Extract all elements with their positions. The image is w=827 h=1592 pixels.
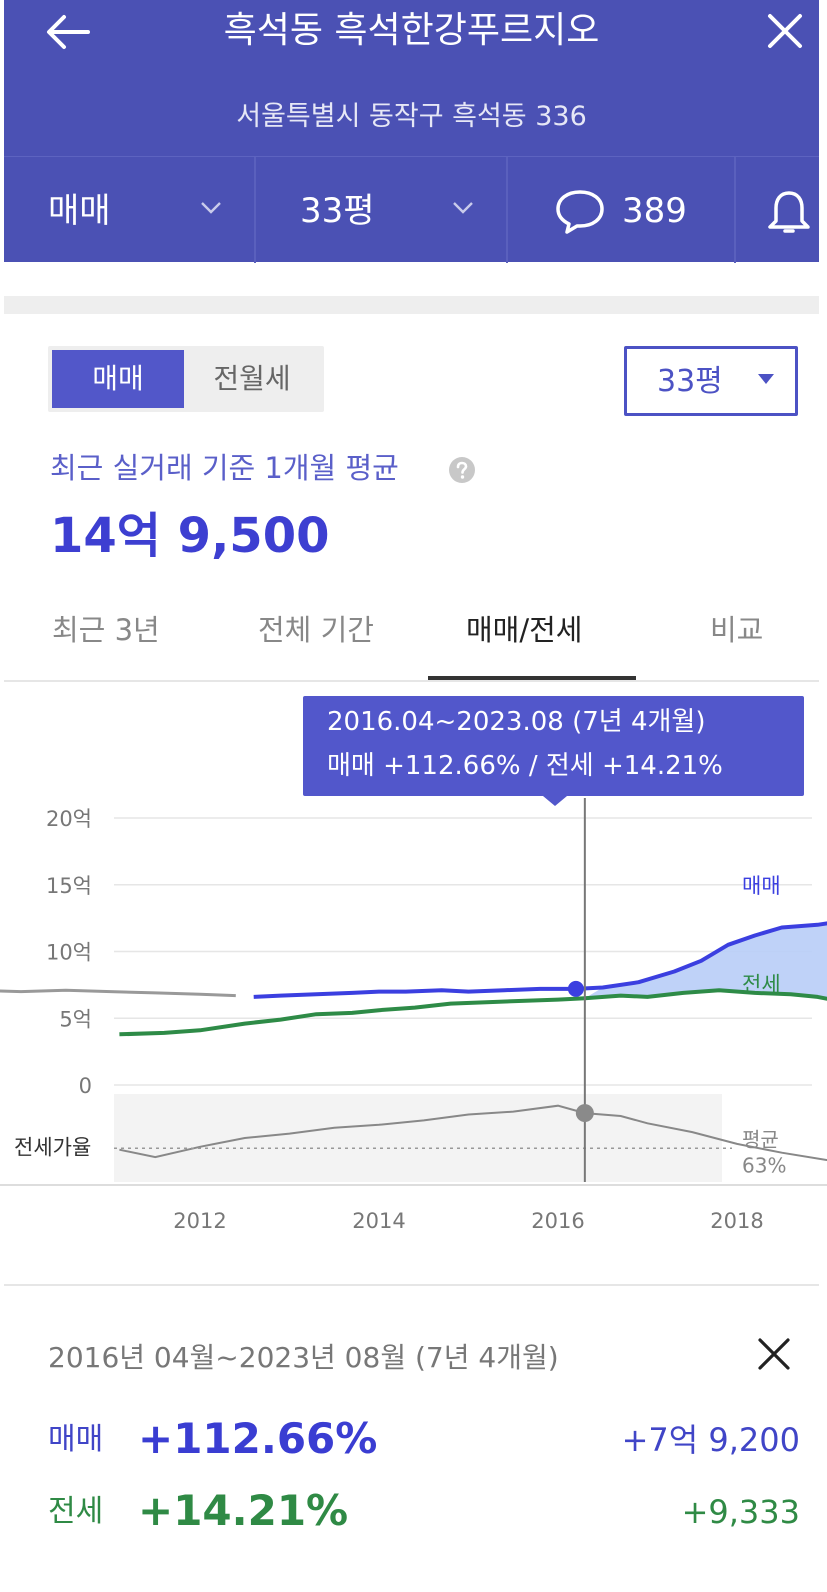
close-icon[interactable]	[754, 1334, 794, 1374]
y-tick-label: 10억	[46, 941, 92, 965]
ratio-panel-bg	[114, 1094, 722, 1182]
selection-area	[584, 923, 827, 999]
address-text: 서울특별시 동작구 흑석동 336	[236, 101, 587, 132]
trade-type-dropdown[interactable]: 매매	[4, 157, 256, 263]
active-tab-indicator	[428, 676, 636, 680]
tooltip-period: 2016.04~2023.08 (7년 4개월)	[327, 707, 706, 737]
notification-button[interactable]	[736, 157, 819, 263]
x-tick-label: 2014	[352, 1209, 405, 1233]
ratio-avg-label: 평균	[742, 1127, 779, 1151]
chevron-down-icon	[453, 202, 473, 214]
chart-tooltip: 2016.04~2023.08 (7년 4개월) 매매 +112.66% / 전…	[303, 696, 804, 806]
tooltip-change: 매매 +112.66% / 전세 +14.21%	[327, 751, 723, 781]
x-tick-label: 2018	[710, 1209, 763, 1233]
sale-label: 매매	[48, 1422, 104, 1457]
sale-percent: +112.66%	[138, 1414, 378, 1463]
segment-rent[interactable]: 전월세	[213, 362, 291, 395]
series-label-jeonse: 전세	[742, 973, 781, 997]
ratio-avg-value: 63%	[742, 1153, 786, 1177]
x-tick-label: 2016	[531, 1209, 584, 1233]
series-line-sale	[253, 921, 827, 999]
segment-sale[interactable]: 매매	[52, 350, 184, 408]
sale-start-point	[567, 980, 584, 997]
comment-count: 389	[622, 191, 687, 231]
summary-divider	[4, 1284, 819, 1286]
header-filter-bar: 매매 33평 389	[4, 156, 819, 263]
ratio-start-point	[575, 1104, 594, 1123]
period-tabs: 최근 3년 전체 기간 매매/전세 비교	[4, 590, 819, 682]
y-tick-label: 0	[79, 1074, 92, 1098]
caret-down-icon	[758, 374, 774, 384]
trade-type-label: 매매	[48, 191, 111, 231]
back-button[interactable]	[44, 10, 92, 54]
size-label: 33평	[300, 191, 375, 231]
close-icon	[768, 14, 802, 48]
speech-bubble-icon	[556, 190, 604, 234]
tab-all-period[interactable]: 전체 기간	[258, 613, 374, 647]
sale-amount: +7억 9,200	[621, 1421, 800, 1459]
tab-compare[interactable]: 비교	[710, 613, 764, 647]
y-tick-label: 15억	[46, 874, 92, 898]
summary-row-jeonse: 전세 +14.21% +9,333	[48, 1484, 800, 1540]
tab-sale-jeonse[interactable]: 매매/전세	[466, 613, 583, 647]
jeonse-amount: +9,333	[681, 1493, 800, 1531]
series-line-jeonse	[119, 988, 827, 1037]
series-line-pre	[0, 988, 236, 998]
size-select[interactable]: 33평	[624, 346, 798, 416]
chevron-down-icon	[201, 202, 221, 214]
series-line-ratio	[119, 1104, 827, 1162]
app-header: 흑석동 흑석한강푸르지오 서울특별시 동작구 흑석동 336 매매 33평	[4, 0, 819, 263]
average-price-label: 최근 실거래 기준 1개월 평균	[50, 451, 399, 485]
arrow-left-icon	[47, 15, 90, 49]
average-price-value: 14억 9,500	[50, 508, 330, 564]
trade-segment-control: 매매 전월세	[48, 346, 324, 412]
bell-icon	[768, 191, 810, 233]
x-tick-label: 2012	[173, 1209, 226, 1233]
tooltip-arrow	[543, 796, 567, 806]
summary-row-sale: 매매 +112.66% +7억 9,200	[48, 1412, 800, 1468]
comments-button[interactable]: 389	[508, 157, 736, 263]
close-button[interactable]	[762, 10, 808, 54]
jeonse-label: 전세	[48, 1494, 104, 1529]
question-icon[interactable]	[448, 456, 476, 484]
page-title: 흑석동 흑석한강푸르지오	[223, 10, 600, 51]
series-label-sale: 매매	[742, 874, 781, 898]
ratio-label: 전세가율	[14, 1135, 91, 1159]
y-tick-label: 20억	[46, 807, 92, 831]
size-select-value: 33평	[657, 364, 723, 399]
size-dropdown[interactable]: 33평	[256, 157, 508, 263]
tab-recent-3y[interactable]: 최근 3년	[52, 613, 160, 647]
summary-range: 2016년 04월~2023년 08월 (7년 4개월)	[48, 1341, 559, 1374]
jeonse-percent: +14.21%	[138, 1486, 349, 1535]
y-tick-label: 5억	[59, 1007, 92, 1031]
section-divider	[4, 296, 819, 314]
